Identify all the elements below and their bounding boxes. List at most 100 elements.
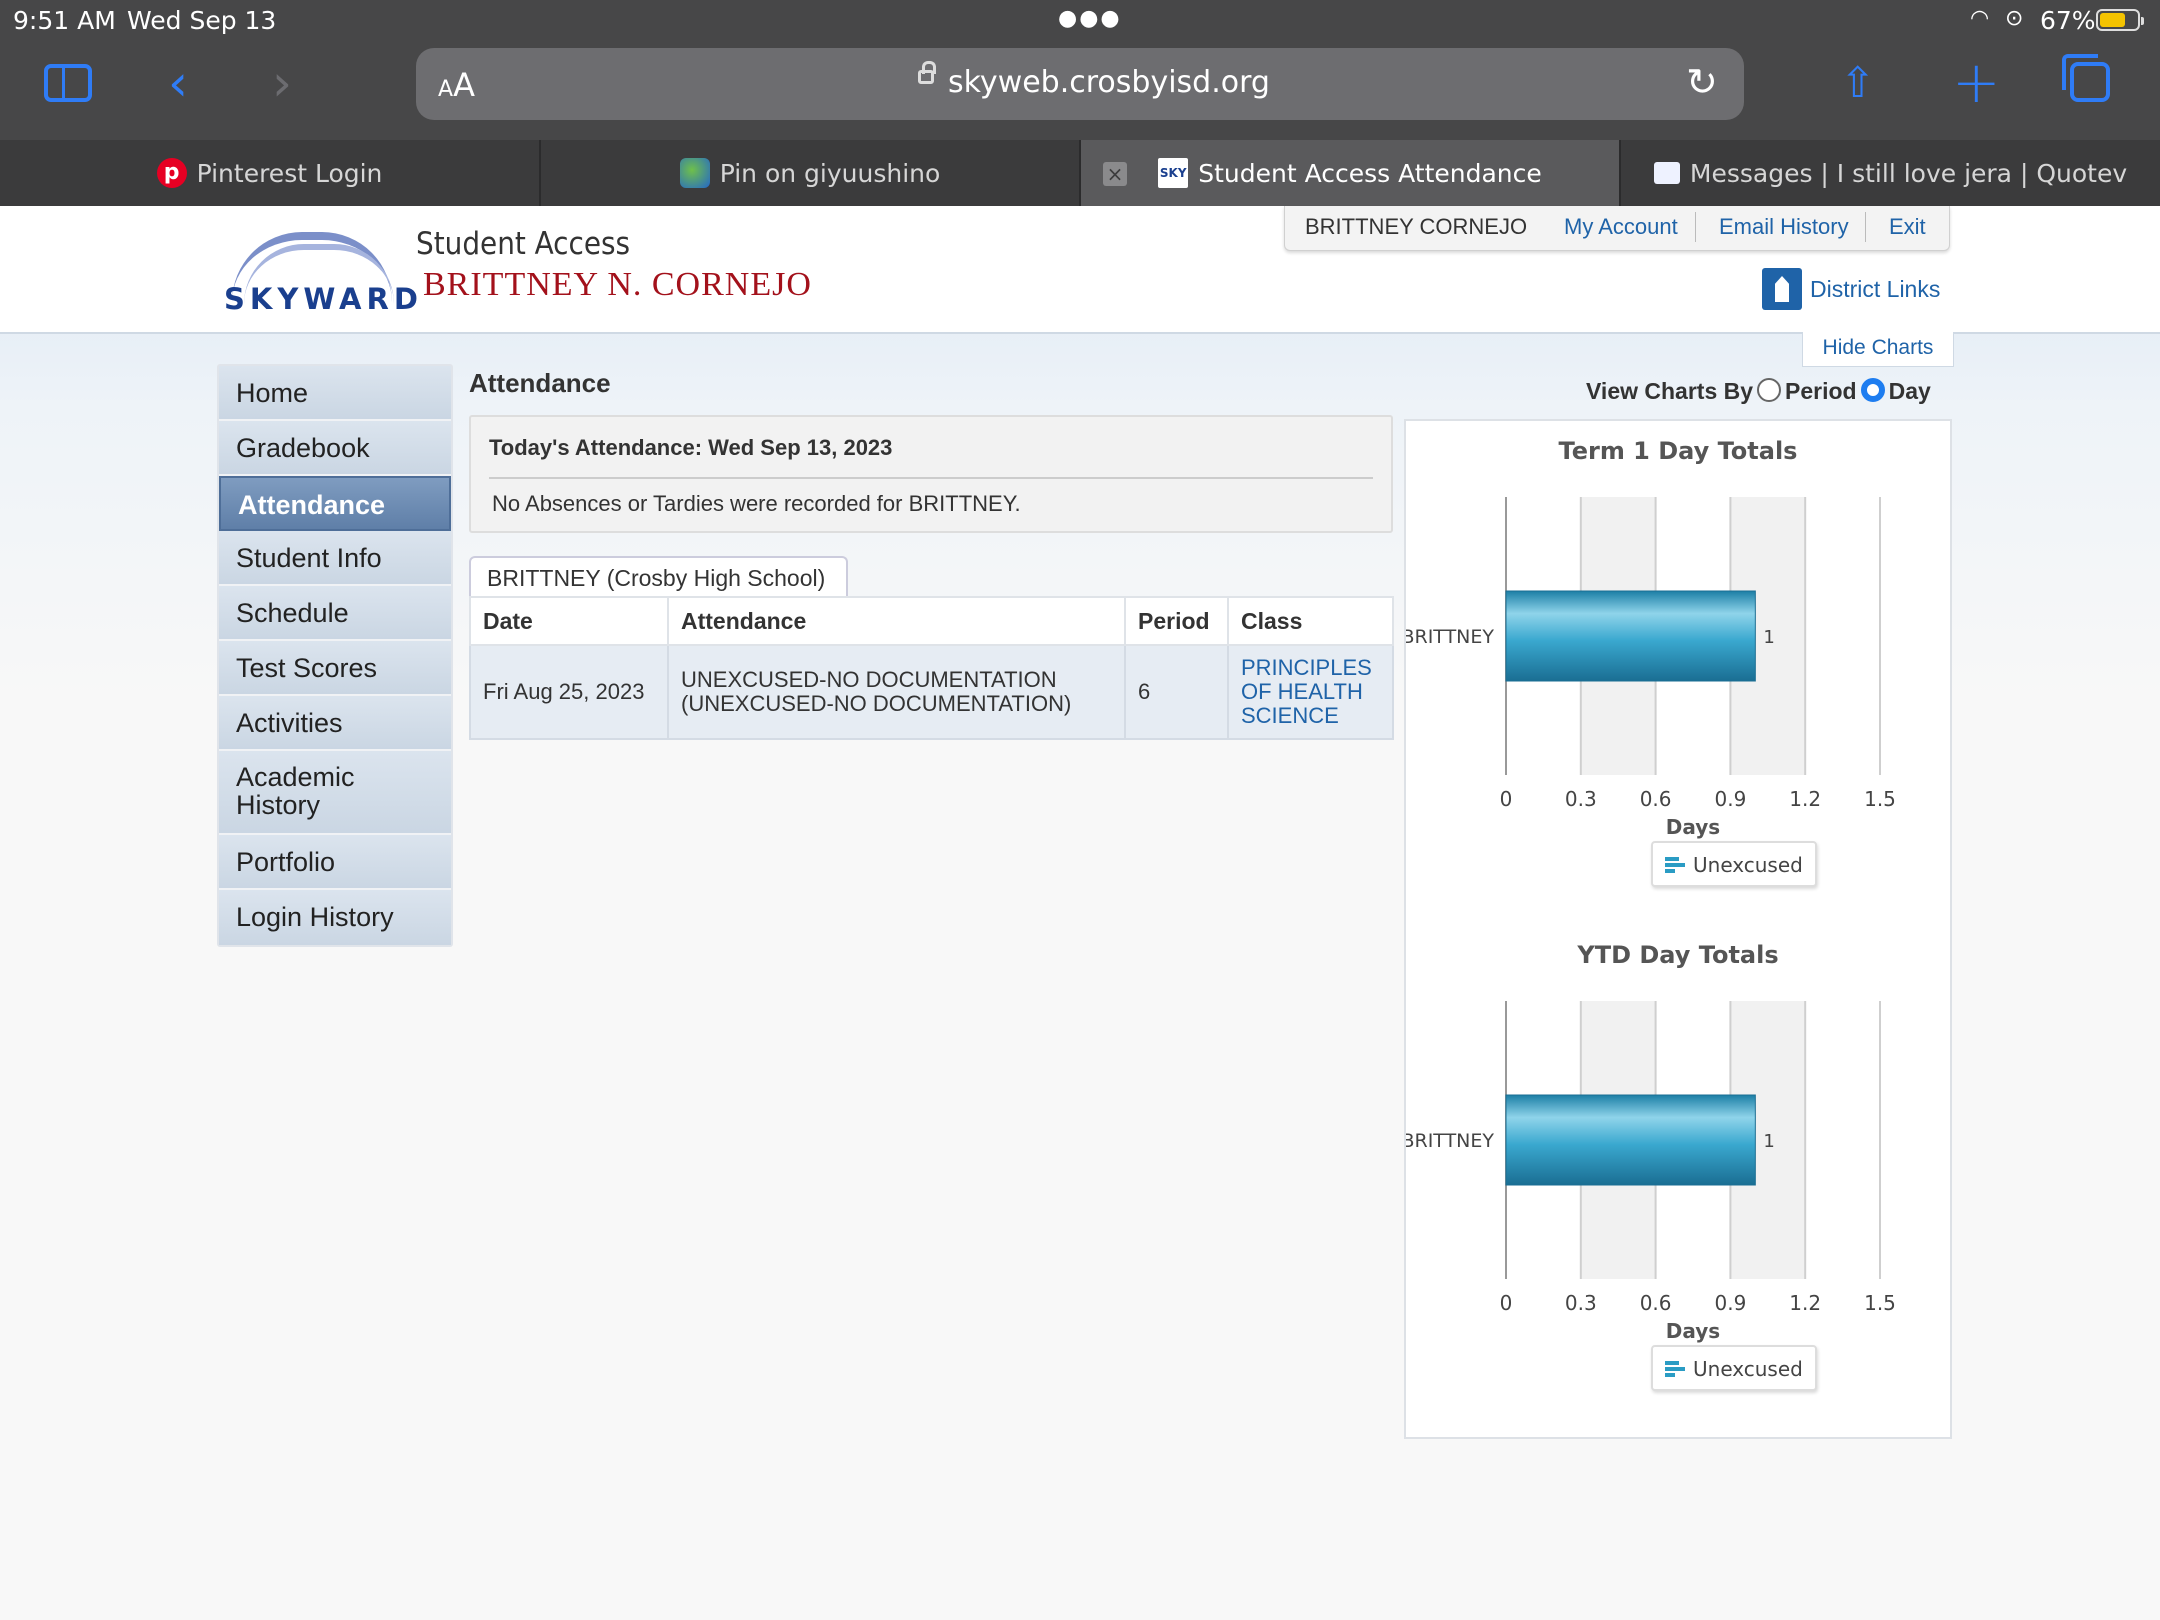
battery-icon [2096, 9, 2144, 31]
nav-login-history[interactable]: Login History [219, 890, 451, 945]
x-tick-label: 1.2 [1789, 1291, 1821, 1315]
todays-attendance-message: No Absences or Tardies were recorded for… [492, 491, 1021, 516]
message-favicon-icon [1653, 162, 1680, 184]
exit-link[interactable]: Exit [1889, 214, 1926, 239]
chart-title: Term 1 Day Totals [1558, 437, 1798, 465]
district-links-label: District Links [1810, 276, 1941, 302]
multitasking-dots-icon[interactable]: ●●● [1058, 6, 1122, 31]
todays-attendance-box: Today's Attendance: Wed Sep 13, 2023 No … [469, 415, 1393, 533]
user-name: BRITTNEY CORNEJO [1305, 214, 1528, 239]
ytd-chart-svg: 0 0.3 0.6 0.9 1.2 1.5 Days BRITTNEY 1 [1406, 1001, 1896, 1343]
site-header: SKYWARD Student Access BRITTNEY N. CORNE… [0, 206, 2160, 334]
new-tab-icon[interactable]: + [1952, 48, 2001, 116]
chart-legend[interactable]: Unexcused [1651, 841, 1817, 887]
legend-label: Unexcused [1693, 1357, 1803, 1381]
cell-date: Fri Aug 25, 2023 [469, 644, 669, 740]
logo-text: SKYWARD [224, 282, 423, 316]
bar [1505, 590, 1756, 682]
close-tab-icon[interactable]: × [1103, 162, 1127, 186]
browser-toolbar: ‹ › AA skyweb.crosbyisd.org ↻ ⇧ + [0, 40, 2160, 140]
day-radio-label[interactable]: Day [1888, 378, 1931, 404]
reader-options-button[interactable]: AA [438, 66, 475, 104]
bar-legend-icon [1665, 1361, 1685, 1377]
x-tick-label: 1.5 [1864, 787, 1896, 811]
x-tick-label: 0 [1500, 787, 1513, 811]
nav-home[interactable]: Home [219, 366, 451, 421]
status-bar: 9:51 AM Wed Sep 13 ●●● ◠ ⊙ 67% [0, 0, 2160, 40]
ytd-day-totals-chart: YTD Day Totals 0 0.3 0.6 0.9 1.2 1.5 Days BRITT… [1406, 925, 1950, 1405]
tab-label: Pinterest Login [196, 158, 383, 188]
day-radio[interactable] [1860, 378, 1885, 402]
my-account-link[interactable]: My Account [1564, 214, 1678, 239]
reload-icon[interactable]: ↻ [1686, 60, 1718, 104]
school-tab[interactable]: BRITTNEY (Crosby High School) [469, 556, 848, 598]
sidebar-toggle-icon[interactable] [44, 64, 92, 102]
nav-schedule[interactable]: Schedule [219, 586, 451, 641]
x-tick-label: 0.3 [1565, 1291, 1597, 1315]
period-radio-label[interactable]: Period [1785, 378, 1857, 404]
tab-label: Student Access Attendance [1198, 158, 1542, 188]
cell-period: 6 [1124, 644, 1229, 740]
hide-charts-button[interactable]: Hide Charts [1802, 332, 1954, 367]
nav-portfolio[interactable]: Portfolio [219, 835, 451, 890]
column-header-period[interactable]: Period [1124, 596, 1229, 646]
skyward-favicon-icon: SKY [1158, 158, 1189, 188]
tab-pinterest[interactable]: p Pinterest Login [0, 140, 541, 206]
x-tick-label: 0.3 [1565, 787, 1597, 811]
nav-gradebook[interactable]: Gradebook [219, 421, 451, 476]
column-header-class[interactable]: Class [1227, 596, 1394, 646]
x-tick-label: 1.2 [1789, 787, 1821, 811]
term1-chart-svg: 0 0.3 0.6 0.9 1.2 1.5 Days BRITTNEY 1 [1406, 497, 1896, 839]
status-date: Wed Sep 13 [127, 6, 277, 35]
bar-legend-icon [1665, 857, 1685, 873]
tab-overview-icon[interactable] [2062, 54, 2110, 102]
cell-attendance: UNEXCUSED-NO DOCUMENTATION (UNEXCUSED-NO… [667, 644, 1126, 740]
nav-activities[interactable]: Activities [219, 696, 451, 751]
nav-student-info[interactable]: Student Info [219, 531, 451, 586]
email-history-link[interactable]: Email History [1719, 214, 1849, 239]
app-name: Student Access [416, 226, 631, 262]
district-building-icon [1762, 268, 1802, 310]
column-header-attendance[interactable]: Attendance [667, 596, 1126, 646]
rotation-lock-icon: ⊙ [2005, 6, 2024, 31]
nav-test-scores[interactable]: Test Scores [219, 641, 451, 696]
x-tick-label: 0.9 [1714, 1291, 1746, 1315]
bar [1505, 1094, 1756, 1186]
category-label: BRITTNEY [1406, 626, 1494, 648]
x-axis-title: Days [1666, 815, 1720, 839]
nav-academic-history[interactable]: Academic History [219, 751, 451, 835]
x-tick-label: 0 [1500, 1291, 1513, 1315]
x-tick-label: 0.9 [1714, 787, 1746, 811]
left-navigation: Home Gradebook Attendance Student Info S… [217, 364, 453, 947]
x-axis-title: Days [1666, 1319, 1720, 1343]
view-charts-by-label: View Charts By [1586, 378, 1754, 404]
tab-messages-quotev[interactable]: Messages | I still love jera | Quotev [1621, 140, 2160, 206]
chart-title: YTD Day Totals [1577, 941, 1779, 969]
category-label: BRITTNEY [1406, 1130, 1494, 1152]
lock-icon [918, 61, 936, 84]
term1-day-totals-chart: Term 1 Day Totals 0 0.3 0.6 0.9 1.2 1.5 Days BR… [1406, 421, 1950, 901]
attendance-table: Date Attendance Period Class Fri Aug 25,… [469, 596, 1394, 740]
status-time: 9:51 AM [13, 6, 116, 35]
tab-pin-giyuushino[interactable]: Pin on giyuushino [541, 140, 1081, 206]
globe-favicon-icon [679, 158, 710, 188]
back-icon[interactable]: ‹ [168, 54, 188, 112]
page-title: Attendance [469, 368, 611, 398]
nav-attendance[interactable]: Attendance [219, 476, 451, 531]
url-text[interactable]: skyweb.crosbyisd.org [948, 65, 1270, 100]
address-bar[interactable]: AA skyweb.crosbyisd.org ↻ [416, 48, 1744, 120]
class-link[interactable]: PRINCIPLES OF HEALTH SCIENCE [1227, 644, 1394, 740]
todays-attendance-heading: Today's Attendance: Wed Sep 13, 2023 [489, 435, 893, 460]
column-header-date[interactable]: Date [469, 596, 669, 646]
tab-label: Pin on giyuushino [719, 158, 941, 188]
tab-student-access-attendance[interactable]: × SKY Student Access Attendance [1081, 140, 1621, 206]
chart-legend[interactable]: Unexcused [1651, 1345, 1817, 1391]
tab-label: Messages | I still love jera | Quotev [1689, 158, 2128, 188]
data-label: 1 [1763, 1131, 1774, 1152]
period-radio[interactable] [1757, 378, 1782, 402]
user-menu: BRITTNEY CORNEJO My Account Email Histor… [1284, 206, 1950, 251]
battery-percent: 67% [2040, 6, 2096, 35]
share-icon[interactable]: ⇧ [1840, 58, 1876, 107]
student-name: BRITTNEY N. CORNEJO [423, 266, 812, 303]
forward-icon[interactable]: › [272, 54, 292, 112]
